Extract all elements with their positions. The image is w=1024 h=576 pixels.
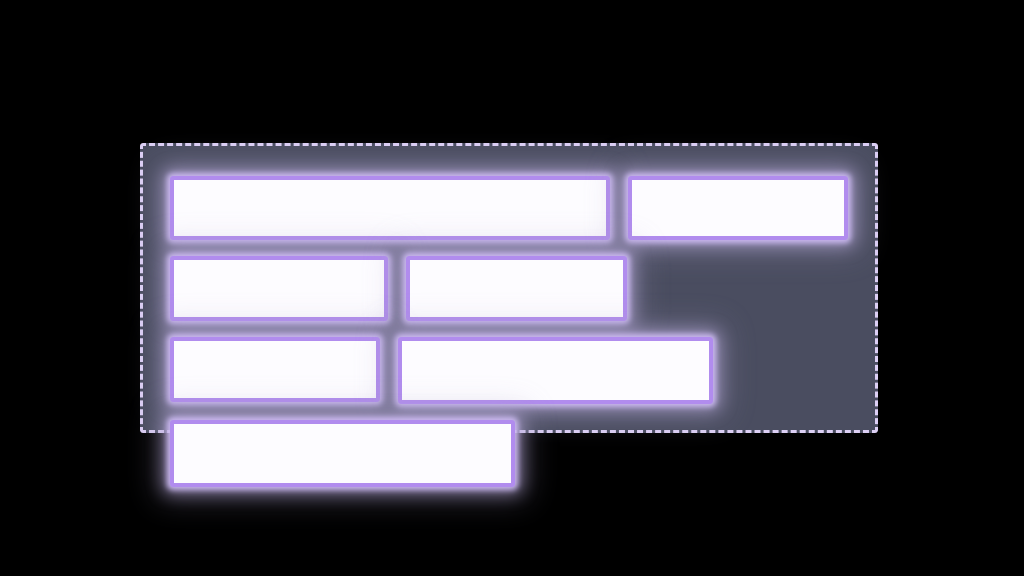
flex-item-4[interactable] (406, 256, 627, 321)
flex-item-2[interactable] (628, 176, 848, 240)
flex-item-1[interactable] (170, 176, 610, 240)
flex-item-5[interactable] (170, 337, 380, 402)
flex-container (140, 143, 878, 487)
flex-item-3[interactable] (170, 256, 388, 321)
flex-item-7[interactable] (170, 420, 515, 487)
flex-item-6[interactable] (398, 337, 713, 404)
